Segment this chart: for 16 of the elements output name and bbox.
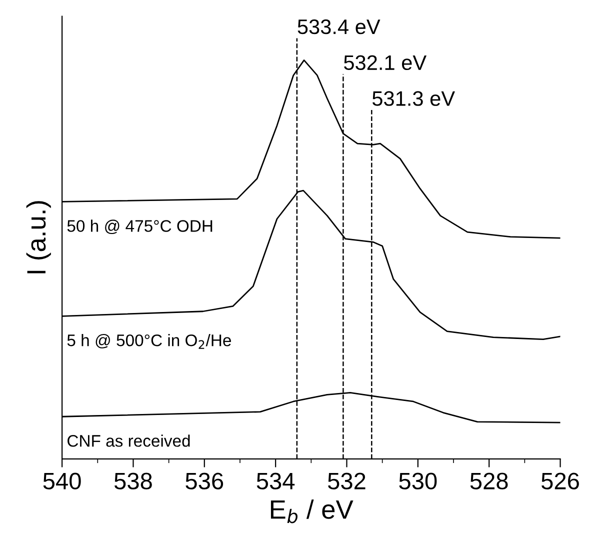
series-label: CNF as received: [68, 434, 190, 447]
x-tick-label: 530: [399, 472, 437, 490]
ref-line-label: 532.1 eV: [344, 55, 427, 70]
x-tick-label: 526: [542, 472, 579, 490]
series-label: 50 h @ 475°C ODH: [67, 220, 212, 234]
x-axis-title: E$_{b}$ / eV: [270, 500, 354, 524]
x-tick-label: 532: [328, 472, 366, 490]
x-tick-label: 538: [114, 472, 152, 490]
ref-line-label: 533.4 eV: [298, 19, 380, 34]
ref-line-label: 531.3 eV: [372, 91, 455, 106]
x-tick-label: 536: [186, 472, 224, 490]
series-label: 5 h @ 500°C in O$_{2}$/He: [67, 334, 231, 349]
x-tick-label: 534: [256, 472, 295, 490]
x-tick-label: 540: [43, 472, 81, 490]
x-tick-label: 528: [470, 472, 508, 490]
y-axis-title: I (a.u.): [26, 201, 51, 274]
